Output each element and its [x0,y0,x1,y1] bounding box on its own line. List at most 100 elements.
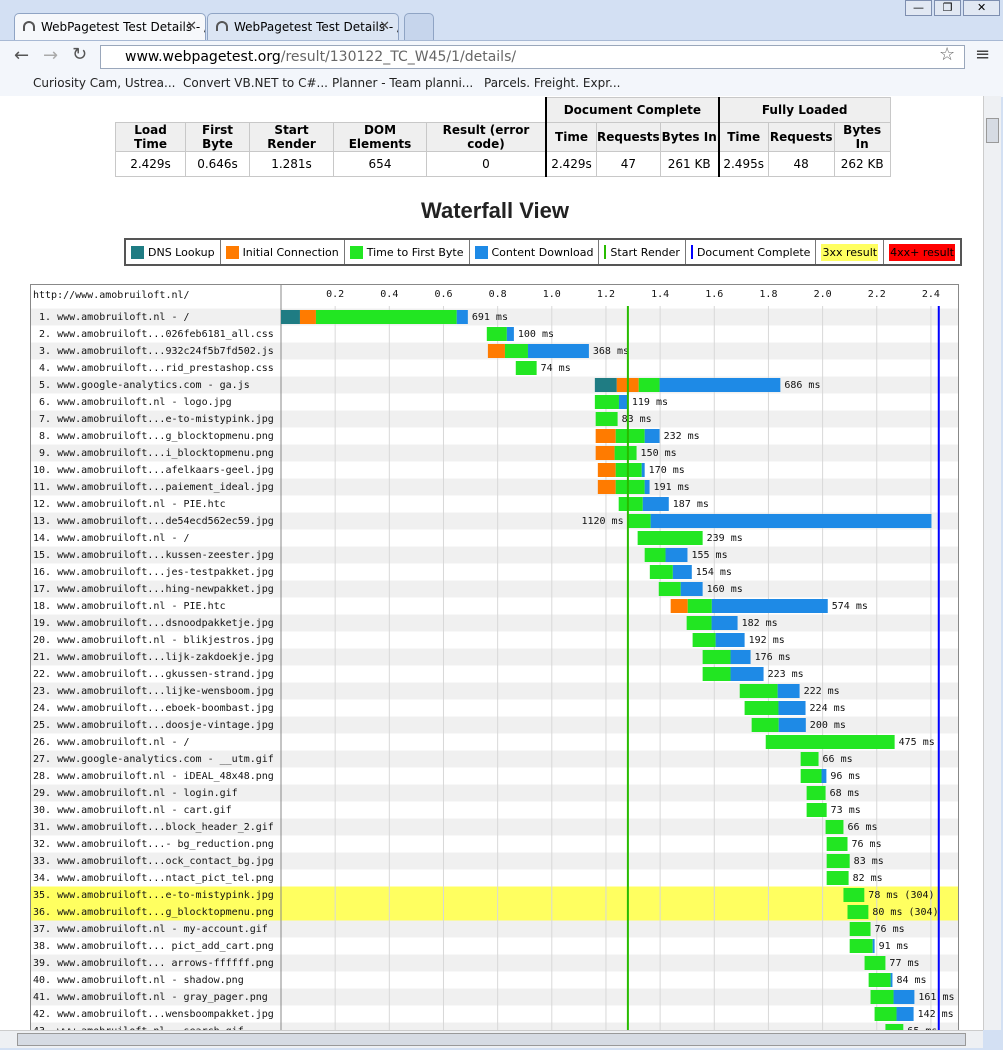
scrollbar-thumb[interactable] [986,118,999,143]
column-header: Bytes In [834,123,890,152]
bar-segment [487,327,507,341]
request-label: 35. www.amobruiloft...e-to-mistypink.jpg [33,890,274,901]
tab[interactable]: WebPagetest Test Details - /✕ [14,13,206,40]
time-label: 76 ms [875,924,905,935]
request-bar [596,412,618,426]
vertical-scrollbar[interactable] [983,96,1001,1030]
bar-segment [457,310,468,324]
table-cell: 262 KB [834,152,890,177]
time-label: 574 ms [832,601,868,612]
toolbar: ← → ↻ www.webpagetest.org/result/130122_… [0,40,1003,97]
bar-segment [300,310,316,324]
bar-segment [642,463,645,477]
request-bar [827,854,850,868]
request-bar [807,786,826,800]
request-label: 10. www.amobruiloft...afelkaars-geel.jpg [33,465,274,476]
request-label: 21. www.amobruiloft...lijk-zakdoekje.jpg [33,652,274,663]
tab[interactable]: WebPagetest Test Details - /✕ [207,13,399,40]
legend-item: Content Download [469,240,599,264]
x-tick-label: 2.4 [922,289,940,300]
bar-segment [827,837,848,851]
request-bar [638,531,703,545]
bar-segment [598,463,616,477]
bar-segment [660,378,781,392]
bookmark[interactable]: Convert VB.NET to C#... [183,76,328,90]
scrollbar-thumb[interactable] [17,1033,966,1046]
x-tick-label: 1.4 [651,289,669,300]
request-label: 27. www.google-analytics.com - __utm.gif [33,754,274,765]
time-label: 224 ms [810,703,846,714]
time-label: 191 ms [654,482,690,493]
bar-segment [619,497,643,511]
bar-segment [688,599,712,613]
legend-item: Time to First Byte [344,240,469,264]
bar-segment [807,786,826,800]
request-bar [693,633,745,647]
time-label: 200 ms [810,720,846,731]
page-url: http://www.amobruiloft.nl/ [33,290,190,301]
bar-segment [703,667,731,681]
legend-label: 3xx result [821,244,878,261]
reload-button[interactable]: ↻ [72,44,87,65]
request-label: 6. www.amobruiloft.nl - logo.jpg [33,397,232,408]
bar-segment [616,480,645,494]
legend-label: Document Complete [697,246,811,259]
bookmark-star[interactable]: ☆ [939,44,955,65]
bar-segment [850,922,871,936]
bar-segment [843,888,864,902]
bar-segment [516,361,537,375]
time-label: 68 ms [830,788,860,799]
waterfall-chart: http://www.amobruiloft.nl/0.20.40.60.81.… [30,284,959,1030]
time-label: 91 ms [879,941,909,952]
request-label: 32. www.amobruiloft...- bg_reduction.png [33,839,274,850]
url-path: /result/130122_TC_W45/1/details/ [281,49,516,65]
column-header: Requests [768,123,834,152]
request-bar [650,565,692,579]
request-label: 29. www.amobruiloft.nl - login.gif [33,788,238,799]
close-button[interactable]: ✕ [963,0,1000,16]
legend-swatch [350,246,363,259]
bookmark[interactable]: Curiosity Cam, Ustrea... [33,76,175,90]
x-tick-label: 0.4 [380,289,398,300]
request-bar [703,667,764,681]
bar-segment [596,446,615,460]
bar-segment [595,395,619,409]
table-row: 2.429s0.646s1.281s65402.429s47261 KB2.49… [116,152,891,177]
forward-button[interactable]: → [43,45,58,66]
bar-segment [666,548,688,562]
time-label: 192 ms [749,635,785,646]
bookmark[interactable]: Parcels. Freight. Expr... [484,76,620,90]
request-bar [850,922,871,936]
time-label: 73 ms [831,805,861,816]
time-label: 76 ms [852,839,882,850]
new-tab-button[interactable] [404,13,434,40]
minimize-button[interactable]: — [905,0,932,16]
tab-title: WebPagetest Test Details - / [41,20,206,34]
request-bar [281,310,468,324]
legend-line [691,245,693,259]
request-label: 5. www.google-analytics.com - ga.js [33,380,250,391]
bookmark[interactable]: Planner - Team planni... [332,76,473,90]
request-bar [598,480,650,494]
table-cell: 2.429s [546,152,597,177]
bar-segment [638,531,703,545]
back-button[interactable]: ← [14,45,29,66]
request-label: 39. www.amobruiloft... arrows-ffffff.png [33,958,274,969]
time-label: 83 ms [622,414,652,425]
address-bar[interactable]: www.webpagetest.org/result/130122_TC_W45… [100,45,965,69]
bar-segment [645,480,650,494]
request-label: 11. www.amobruiloft...paiement_ideal.jpg [33,482,274,493]
horizontal-scrollbar[interactable] [0,1030,983,1048]
request-label: 40. www.amobruiloft.nl - shadow.png [33,975,244,986]
request-bar [843,888,864,902]
time-label: 82 ms [853,873,883,884]
time-label: 176 ms [755,652,791,663]
menu-button[interactable]: ≡ [975,44,990,65]
maximize-button[interactable]: ❐ [934,0,961,16]
table-cell: 47 [597,152,661,177]
x-tick-label: 1.8 [759,289,777,300]
request-label: 8. www.amobruiloft...g_blocktopmenu.png [33,431,274,442]
request-bar [848,905,869,919]
request-label: 12. www.amobruiloft.nl - PIE.htc [33,499,226,510]
bar-segment [875,1007,897,1021]
